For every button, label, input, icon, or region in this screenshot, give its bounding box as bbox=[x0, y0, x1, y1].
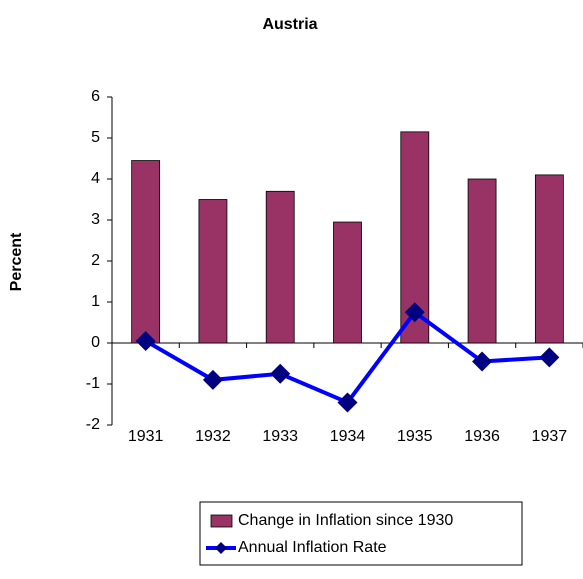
x-tick-label: 1934 bbox=[330, 428, 366, 445]
x-tick-label: 1936 bbox=[464, 428, 500, 445]
y-tick-label: 4 bbox=[91, 170, 100, 187]
y-tick-label: 1 bbox=[91, 293, 100, 310]
x-tick-label: 1933 bbox=[262, 428, 298, 445]
x-tick-label: 1935 bbox=[397, 428, 433, 445]
bar bbox=[198, 199, 228, 344]
marker bbox=[337, 392, 358, 413]
y-tick-label: -2 bbox=[86, 416, 100, 433]
marker bbox=[135, 330, 156, 351]
y-axis-label: Percent bbox=[8, 232, 25, 291]
y-tick-label: 0 bbox=[91, 334, 100, 351]
legend-marker bbox=[215, 542, 227, 554]
legend-swatch bbox=[210, 514, 233, 528]
x-tick-label: 1931 bbox=[128, 428, 164, 445]
marker bbox=[539, 347, 560, 368]
y-tick-label: -1 bbox=[86, 375, 100, 392]
y-tick-label: 2 bbox=[91, 252, 100, 269]
chart-title: Austria bbox=[262, 16, 317, 33]
legend-label: Change in Inflation since 1930 bbox=[238, 512, 453, 529]
marker bbox=[404, 302, 425, 323]
bar bbox=[467, 178, 497, 344]
marker bbox=[202, 369, 223, 390]
legend-box bbox=[199, 501, 523, 566]
x-tick-label: 1932 bbox=[195, 428, 231, 445]
y-tick-label: 6 bbox=[91, 88, 100, 105]
y-tick-label: 5 bbox=[91, 129, 100, 146]
bar bbox=[534, 174, 564, 344]
marker bbox=[270, 363, 291, 384]
marker bbox=[472, 351, 493, 372]
legend-label: Annual Inflation Rate bbox=[238, 539, 387, 556]
bar bbox=[333, 221, 362, 344]
x-tick-label: 1937 bbox=[532, 428, 568, 445]
bar bbox=[265, 190, 295, 344]
bar bbox=[131, 160, 161, 344]
y-tick-label: 3 bbox=[91, 211, 100, 228]
